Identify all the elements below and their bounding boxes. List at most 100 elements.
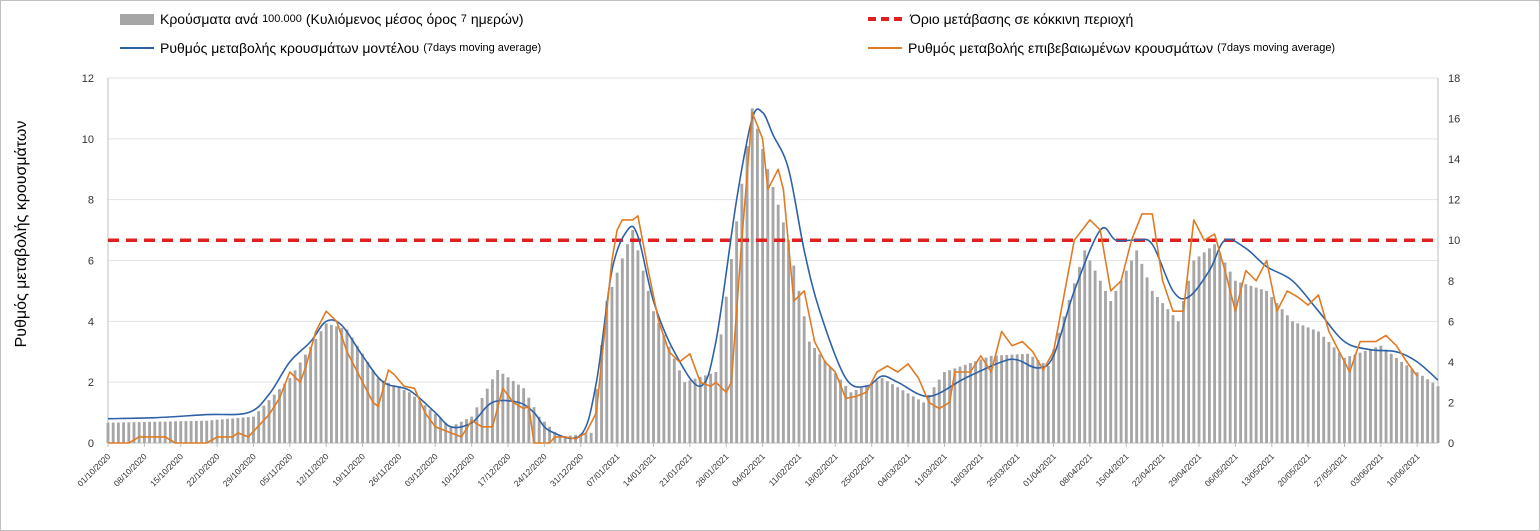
bar — [314, 339, 318, 443]
bar — [678, 370, 681, 443]
bar — [735, 221, 739, 443]
bar — [132, 422, 136, 443]
bar — [366, 361, 370, 443]
bar — [802, 316, 806, 443]
bar — [298, 362, 302, 443]
bar — [153, 421, 157, 443]
bar — [252, 416, 255, 443]
bar — [693, 378, 697, 443]
bar — [563, 436, 567, 443]
x-tick-label: 20/05/2021 — [1275, 451, 1312, 488]
y-right-tick-label: 18 — [1448, 73, 1460, 85]
bar — [688, 380, 692, 443]
bar — [1233, 280, 1237, 443]
bar — [1176, 321, 1180, 443]
bar — [943, 372, 946, 443]
bar — [844, 385, 848, 443]
bar — [1052, 349, 1055, 443]
bar — [1285, 315, 1289, 443]
bar — [891, 384, 894, 443]
y-right-tick-label: 16 — [1448, 114, 1460, 126]
bar — [740, 183, 744, 443]
bar — [1182, 301, 1185, 443]
bar — [901, 390, 905, 443]
bar — [1327, 342, 1331, 443]
bar — [953, 368, 957, 443]
x-tick-label: 29/04/2021 — [1166, 451, 1203, 488]
y-right-tick-label: 12 — [1448, 195, 1460, 207]
legend-threshold-label: Όριο μετάβασης σε κόκκινη περιοχή — [910, 11, 1134, 27]
bar — [506, 377, 510, 443]
x-tick-label: 14/01/2021 — [621, 451, 658, 488]
bar — [636, 250, 640, 443]
bar — [1015, 354, 1019, 443]
bar — [1098, 280, 1102, 443]
bar — [381, 380, 385, 443]
x-tick-label: 03/06/2021 — [1348, 451, 1385, 488]
bar — [1426, 379, 1430, 443]
bar — [1031, 356, 1035, 443]
x-tick-label: 18/02/2021 — [803, 451, 840, 488]
bar — [459, 421, 463, 443]
bar — [1202, 252, 1206, 443]
x-tick-label: 10/06/2021 — [1384, 451, 1421, 488]
bar — [413, 396, 416, 443]
x-tick-label: 28/01/2021 — [694, 451, 731, 488]
bar — [1311, 329, 1315, 443]
bar — [698, 377, 702, 443]
bar — [1036, 359, 1040, 443]
legend-bars-label-num: 100.000 — [262, 13, 302, 25]
bar — [392, 385, 396, 443]
bar — [163, 421, 167, 443]
bar — [807, 341, 811, 443]
bar — [1348, 356, 1352, 443]
bar — [1156, 297, 1159, 443]
bar — [142, 421, 146, 443]
bar — [340, 327, 344, 443]
bar — [880, 378, 884, 443]
x-tick-label: 05/11/2020 — [258, 451, 295, 488]
bar — [932, 387, 936, 443]
x-tick-label: 13/05/2021 — [1239, 451, 1276, 488]
legend-bars-label-num2: 7 — [460, 13, 467, 25]
bar — [761, 148, 765, 443]
bar — [1322, 336, 1326, 443]
bar — [1436, 386, 1440, 443]
bar — [1026, 353, 1029, 443]
bar — [724, 296, 728, 443]
bar — [1384, 349, 1388, 443]
bar — [1109, 301, 1113, 443]
x-tick-label: 18/03/2021 — [948, 451, 985, 488]
bar — [730, 259, 733, 443]
bar — [1420, 375, 1424, 443]
bar — [1223, 262, 1227, 443]
bar — [262, 405, 266, 443]
legend-threshold: Όριο μετάβασης σε κόκκινη περιοχή — [868, 11, 1133, 27]
bar — [319, 331, 323, 443]
bar — [106, 422, 110, 443]
bar — [1353, 354, 1357, 443]
bar — [568, 435, 572, 443]
bar — [1197, 256, 1201, 443]
legend-confirmed-label-small: (7days moving average) — [1217, 42, 1336, 54]
legend-confirmed-label: Ρυθμός μεταβολής επιβεβαιωμένων κρουσμάτ… — [908, 40, 1214, 56]
bar — [1000, 355, 1004, 443]
bar — [865, 385, 868, 443]
y-right-tick-label: 2 — [1448, 397, 1454, 409]
bar — [745, 146, 749, 444]
bar — [1317, 331, 1320, 443]
bar — [371, 370, 375, 443]
bar — [226, 418, 229, 443]
bar — [974, 361, 978, 443]
bar — [1046, 365, 1050, 443]
bar — [1291, 321, 1294, 443]
bar — [584, 433, 588, 443]
bar — [376, 378, 380, 443]
y-left-tick-label: 4 — [88, 316, 94, 328]
bar — [776, 204, 780, 443]
x-tick-label: 01/04/2021 — [1021, 451, 1058, 488]
bar — [116, 422, 120, 443]
legend-confirmed: Ρυθμός μεταβολής επιβεβαιωμένων κρουσμάτ… — [868, 40, 1335, 56]
bar — [428, 409, 432, 443]
bar — [657, 323, 661, 443]
